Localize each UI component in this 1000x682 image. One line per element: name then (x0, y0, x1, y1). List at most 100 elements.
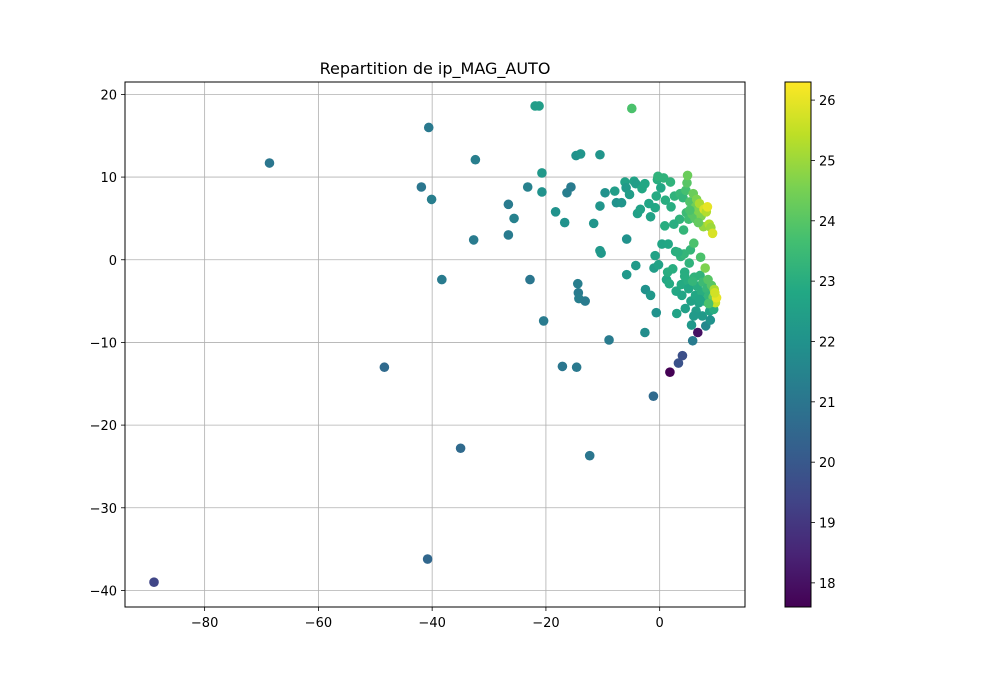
data-point (650, 250, 660, 261)
data-point (644, 198, 654, 209)
data-point (455, 443, 466, 454)
x-tick-label: −80 (191, 616, 218, 631)
data-point (645, 290, 656, 301)
data-point (703, 298, 714, 309)
data-point (689, 238, 699, 249)
data-point (671, 308, 682, 319)
data-point (264, 158, 275, 168)
data-point (595, 149, 605, 160)
y-tick-label: −40 (90, 584, 117, 599)
data-point (621, 269, 632, 280)
data-point (468, 235, 479, 245)
data-point (609, 186, 620, 196)
data-point (693, 217, 704, 228)
data-point (684, 258, 695, 268)
data-point (687, 276, 698, 287)
data-point (683, 283, 694, 294)
data-point (584, 450, 595, 461)
data-point (664, 278, 675, 289)
data-point (503, 199, 514, 210)
data-point (422, 554, 433, 564)
data-point (665, 367, 675, 377)
data-point (572, 278, 583, 289)
y-tick-label: −10 (90, 336, 117, 351)
data-point (640, 327, 650, 338)
data-point (537, 168, 547, 178)
x-tick-label: −60 (305, 616, 332, 631)
data-point (685, 205, 695, 215)
x-tick-label: −40 (418, 616, 445, 631)
data-point (660, 195, 671, 206)
data-point (627, 103, 637, 114)
y-axis-ticks: 20 10 0 −10 −20 −30 −40 (90, 88, 125, 599)
data-point (692, 327, 703, 338)
colorbar (784, 81, 812, 608)
x-axis-ticks: −80 −60 −40 −20 0 (191, 607, 664, 631)
data-point (678, 225, 689, 235)
colorbar-tick-label: 21 (819, 396, 836, 411)
data-point (595, 201, 605, 211)
data-point (522, 182, 533, 192)
data-point (673, 247, 683, 258)
data-point (557, 361, 568, 372)
data-point (645, 211, 656, 222)
data-point (659, 221, 670, 231)
y-tick-label: −30 (90, 502, 117, 517)
data-point (537, 187, 547, 197)
data-point (702, 202, 713, 212)
colorbar-tick-label: 24 (819, 215, 836, 230)
data-point (566, 182, 576, 192)
data-point (534, 101, 544, 111)
plot-frame (124, 81, 746, 608)
data-point (580, 296, 590, 306)
data-point (710, 288, 720, 298)
data-point (640, 178, 650, 189)
data-point (665, 177, 676, 187)
data-point (571, 362, 582, 373)
data-point (667, 264, 678, 274)
x-tick-label: 0 (656, 616, 664, 631)
data-point (635, 204, 646, 215)
grid (125, 82, 745, 607)
data-point (656, 183, 666, 193)
colorbar-tick-label: 20 (819, 456, 836, 471)
data-point (666, 202, 676, 212)
colorbar-tick-label: 23 (819, 275, 836, 290)
data-point (689, 311, 699, 321)
data-point (669, 219, 679, 230)
data-point (538, 316, 549, 326)
data-point (681, 185, 691, 196)
data-point (588, 218, 599, 229)
data-point (509, 213, 519, 224)
data-point (616, 197, 627, 208)
data-point (416, 182, 427, 192)
data-point (503, 230, 514, 240)
colorbar-tick-label: 26 (819, 94, 836, 109)
data-point (575, 149, 586, 159)
data-point (653, 259, 664, 270)
data-point (680, 303, 691, 314)
colorbar-tick-label: 19 (819, 517, 836, 532)
data-point (677, 350, 688, 361)
data-point (673, 358, 684, 368)
data-point (624, 189, 635, 200)
y-tick-label: 20 (100, 88, 117, 103)
data-point (604, 335, 614, 345)
data-point (550, 207, 561, 217)
data-point (697, 311, 708, 321)
data-point (663, 239, 674, 249)
data-point (630, 260, 641, 271)
data-points (149, 101, 722, 587)
data-point (705, 315, 716, 325)
data-point (423, 122, 434, 133)
y-tick-label: 0 (109, 254, 117, 269)
chart-title: Repartition de ip_MAG_AUTO (320, 59, 551, 79)
data-point (648, 391, 659, 401)
data-point (437, 274, 447, 285)
y-tick-label: 10 (100, 171, 117, 186)
colorbar-tick-label: 18 (819, 577, 836, 592)
data-point (682, 178, 692, 188)
data-point (651, 307, 662, 318)
data-point (700, 263, 710, 273)
